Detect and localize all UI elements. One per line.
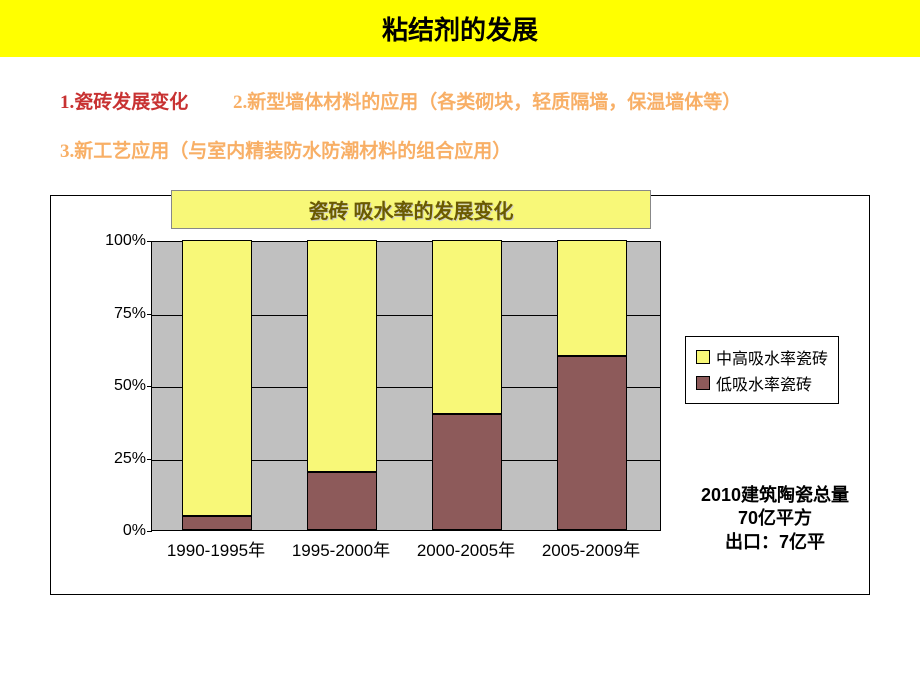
- page-title: 粘结剂的发展: [0, 0, 920, 57]
- annotation-text: 2010建筑陶瓷总量 70亿平方 出口：7亿平: [701, 484, 849, 554]
- subtitle-3: 3.新工艺应用（与室内精装防水防潮材料的组合应用）: [60, 141, 511, 162]
- bar-segment-low: [182, 516, 252, 531]
- subtitle-2: 2.新型墙体材料的应用（各类砌块，轻质隔墙，保温墙体等）: [233, 87, 741, 114]
- bar-segment-high: [557, 240, 627, 356]
- bar-group: [557, 240, 627, 530]
- y-tick-label: 25%: [101, 450, 146, 468]
- bar-segment-high: [182, 240, 252, 516]
- bar-segment-low: [432, 414, 502, 530]
- x-tick-label: 1995-2000年: [292, 536, 390, 561]
- bar-segment-high: [307, 240, 377, 472]
- bar-group: [432, 240, 502, 530]
- subtitle-1: 1.瓷砖发展变化: [60, 87, 188, 114]
- legend-item-high: 中高吸水率瓷砖: [696, 345, 828, 369]
- x-tick-label: 1990-1995年: [167, 536, 265, 561]
- chart-caption: 瓷砖 吸水率的发展变化: [171, 190, 651, 229]
- annotation-line2: 70亿平方: [701, 507, 849, 530]
- plot-area: [151, 241, 661, 531]
- legend-item-low: 低吸水率瓷砖: [696, 371, 828, 395]
- bar-group: [307, 240, 377, 530]
- bar-segment-low: [307, 472, 377, 530]
- y-tick-label: 50%: [101, 377, 146, 395]
- subtitle-block: 1.瓷砖发展变化 2.新型墙体材料的应用（各类砌块，轻质隔墙，保温墙体等） 3.…: [0, 57, 920, 195]
- legend-label-high: 中高吸水率瓷砖: [716, 345, 828, 369]
- x-tick-label: 2005-2009年: [542, 536, 640, 561]
- annotation-line3: 出口：7亿平: [701, 531, 849, 554]
- y-tick-label: 0%: [101, 522, 146, 540]
- y-tick-label: 75%: [101, 305, 146, 323]
- bar-group: [182, 240, 252, 530]
- annotation-line1: 2010建筑陶瓷总量: [701, 484, 849, 507]
- y-tick-label: 100%: [101, 232, 146, 250]
- bar-segment-high: [432, 240, 502, 414]
- legend: 中高吸水率瓷砖 低吸水率瓷砖: [685, 336, 839, 404]
- legend-label-low: 低吸水率瓷砖: [716, 371, 812, 395]
- x-tick-label: 2000-2005年: [417, 536, 515, 561]
- legend-swatch-high: [696, 350, 710, 364]
- chart-container: 瓷砖 吸水率的发展变化 0%25%50%75%100% 1990-1995年19…: [50, 195, 870, 595]
- legend-swatch-low: [696, 376, 710, 390]
- bar-segment-low: [557, 356, 627, 530]
